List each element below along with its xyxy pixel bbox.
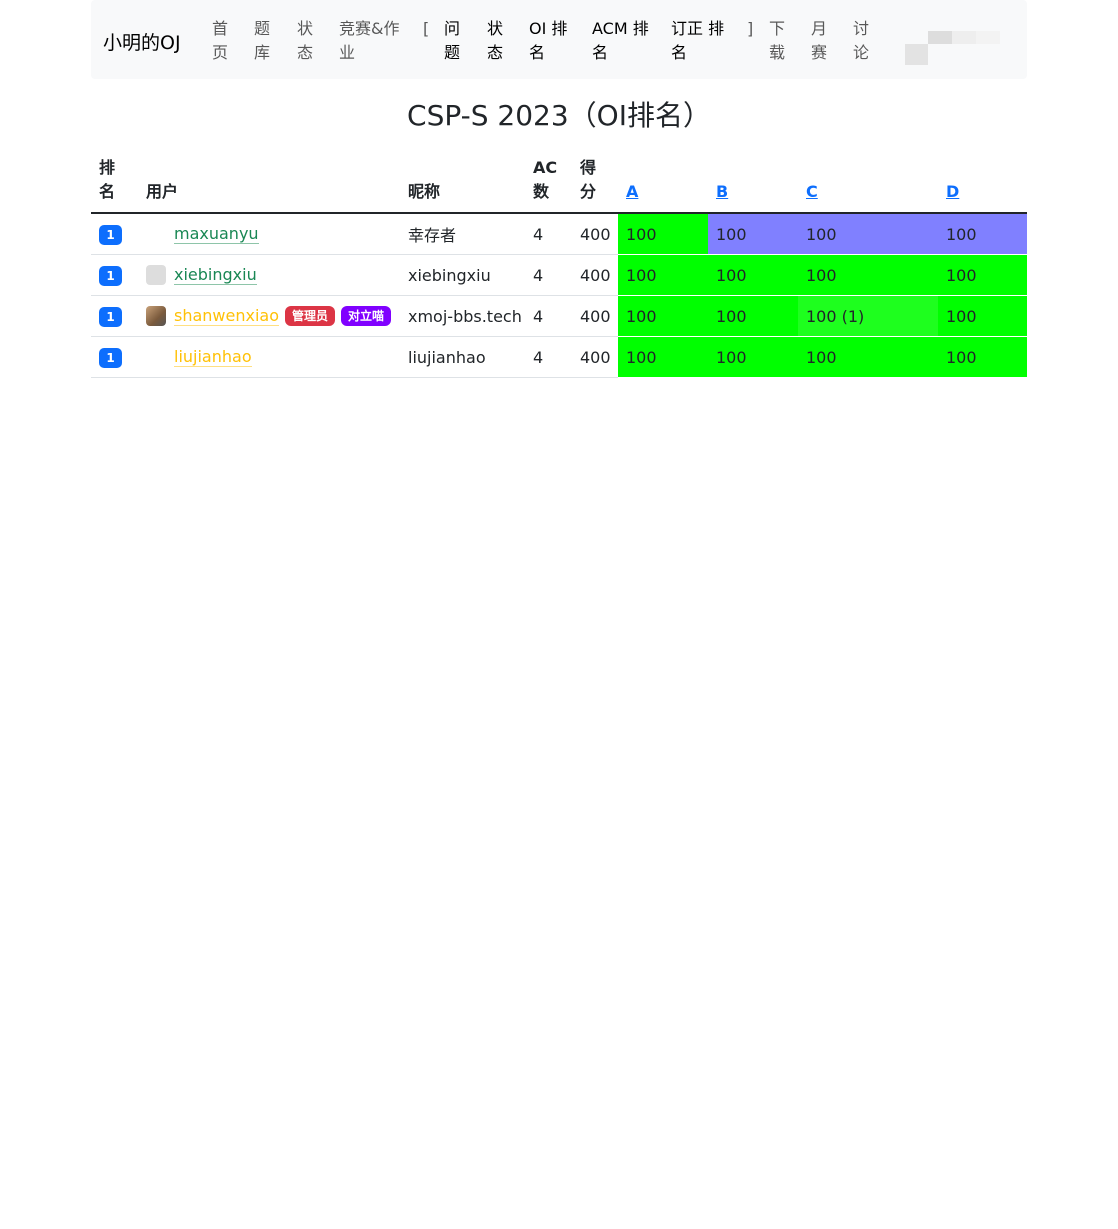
nav-item[interactable]: 题库 xyxy=(254,19,271,62)
ranking-table: 排名 用户 昵称 AC数 得分 A B C D 1 maxuanyu 幸存者 4… xyxy=(91,152,1027,378)
table-row: 1 shanwenxiao 管理员 对立喵 xmoj-bbs.tech 4 400 1… xyxy=(91,295,1027,337)
problem-cell: 100 xyxy=(708,213,798,255)
avatar-placeholder xyxy=(146,347,166,367)
user-link[interactable]: maxuanyu xyxy=(174,223,259,244)
problem-cell: 100 xyxy=(618,254,708,296)
rank-badge: 1 xyxy=(99,224,122,245)
problem-cell: 100 xyxy=(618,336,708,378)
problem-cell: 100 (1) xyxy=(798,295,938,337)
header-row: 排名 用户 昵称 AC数 得分 A B C D xyxy=(91,152,1027,214)
problem-cell: 100 xyxy=(708,254,798,296)
nickname: xiebingxiu xyxy=(400,254,525,296)
problem-cell: 100 xyxy=(798,213,938,255)
rank-badge: 1 xyxy=(99,265,122,286)
problem-cell: 100 xyxy=(618,213,708,255)
table-row: 1 liujianhao liujianhao 4 400 100 100 100 10… xyxy=(91,336,1027,378)
navbar: 小明的OJ 首页 题库 状态 竞赛&作业[问题 状态 OI 排名 ACM 排名 订正 排名] 下… xyxy=(91,0,1027,79)
nickname: 幸存者 xyxy=(400,213,525,255)
avatar xyxy=(146,265,166,286)
nav-item: ] xyxy=(747,19,754,38)
score: 400 xyxy=(572,295,618,337)
rank-badge: 1 xyxy=(99,306,122,327)
header-score: 得分 xyxy=(572,152,618,214)
problem-cell: 100 xyxy=(618,295,708,337)
nav-item[interactable]: ACM 排名 xyxy=(592,19,649,62)
score: 400 xyxy=(572,213,618,255)
ac-count: 4 xyxy=(525,295,572,337)
user-badge: 对立喵 xyxy=(341,306,392,327)
nav-item[interactable]: OI 排名 xyxy=(529,19,568,62)
user-link[interactable]: shanwenxiao xyxy=(174,305,279,326)
ac-count: 4 xyxy=(525,336,572,378)
avatar-placeholder xyxy=(146,224,166,244)
table-row: 1 xiebingxiu xiebingxiu 4 400 100 100 100 10… xyxy=(91,254,1027,296)
problem-link-a[interactable]: A xyxy=(626,182,639,201)
nav-item[interactable]: 竞赛&作业 xyxy=(339,19,400,62)
header-user: 用户 xyxy=(138,152,400,214)
header-ac: AC数 xyxy=(525,152,572,214)
problem-link-d[interactable]: D xyxy=(946,182,960,201)
page-title: CSP-S 2023（OI排名） xyxy=(407,99,711,132)
user-link[interactable]: xiebingxiu xyxy=(174,264,257,285)
nav-item[interactable]: 状态 xyxy=(297,19,314,62)
user-link[interactable]: liujianhao xyxy=(174,346,252,367)
user-menu-blurred[interactable] xyxy=(905,31,1001,65)
problem-link-c[interactable]: C xyxy=(806,182,818,201)
header-rank: 排名 xyxy=(91,152,138,214)
ac-count: 4 xyxy=(525,213,572,255)
nav-item[interactable]: 问题 xyxy=(444,19,461,62)
score: 400 xyxy=(572,336,618,378)
nickname: liujianhao xyxy=(400,336,525,378)
problem-cell: 100 xyxy=(708,295,798,337)
problem-cell: 100 xyxy=(938,254,1027,296)
ac-count: 4 xyxy=(525,254,572,296)
user-badge: 管理员 xyxy=(285,306,336,327)
nav-item[interactable]: 月赛 xyxy=(811,19,828,62)
problem-cell: 100 xyxy=(938,336,1027,378)
header-nick: 昵称 xyxy=(400,152,525,214)
rank-badge: 1 xyxy=(99,347,122,368)
problem-cell: 100 xyxy=(938,295,1027,337)
table-row: 1 maxuanyu 幸存者 4 400 100 100 100 100 xyxy=(91,213,1027,255)
nav-item[interactable]: 讨论 xyxy=(853,19,870,62)
score: 400 xyxy=(572,254,618,296)
brand-link[interactable]: 小明的OJ xyxy=(103,32,181,54)
problem-cell: 100 xyxy=(798,254,938,296)
problem-cell: 100 xyxy=(798,336,938,378)
nav-item[interactable]: 首页 xyxy=(212,19,229,62)
avatar xyxy=(146,306,166,327)
nav-item[interactable]: 订正 排名 xyxy=(671,19,725,62)
nickname: xmoj-bbs.tech xyxy=(400,295,525,337)
problem-cell: 100 xyxy=(938,213,1027,255)
nav-item[interactable]: 下载 xyxy=(769,19,786,62)
problem-cell: 100 xyxy=(708,336,798,378)
problem-link-b[interactable]: B xyxy=(716,182,729,201)
nav-item[interactable]: 状态 xyxy=(487,19,504,62)
nav-item: [ xyxy=(423,19,430,38)
